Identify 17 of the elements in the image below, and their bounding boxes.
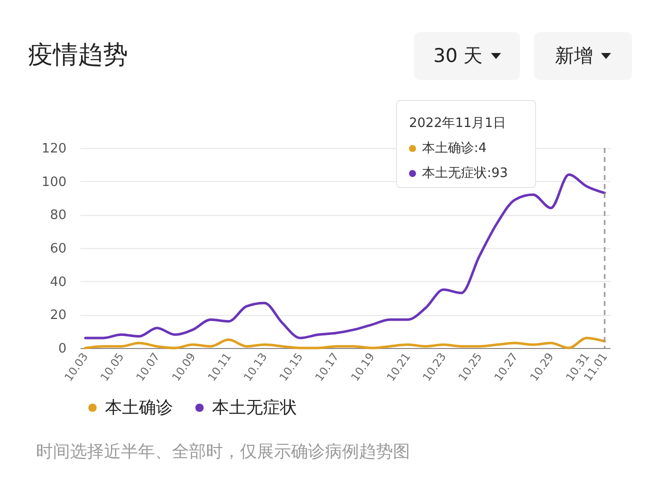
y-tick-label: 0: [58, 342, 66, 356]
y-tick-label: 20: [50, 308, 66, 324]
chart-title: 疫情趋势: [28, 39, 128, 71]
y-tick-label: 40: [50, 274, 66, 290]
annotation: 本土确诊:4: [422, 141, 487, 156]
text: 时间选择近半年、全部时，仅展示确诊病例趋势图: [36, 441, 410, 463]
legend-label: 本土无症状: [212, 398, 297, 418]
line-series: [84, 336, 606, 350]
y-tick-label: 120: [42, 142, 66, 156]
text: 新增: [555, 44, 593, 69]
y-tick-label: 80: [50, 208, 66, 224]
text: 30 天: [433, 44, 483, 69]
y-tick-label: 60: [50, 242, 66, 256]
tooltip-box: 2022年11月1日 本土确诊:4 本土无症状:93: [396, 100, 536, 188]
y-tick-label: 100: [42, 174, 66, 190]
legend-label: 本土确诊: [105, 398, 173, 418]
annotation: 本土无症状:93: [422, 166, 508, 181]
